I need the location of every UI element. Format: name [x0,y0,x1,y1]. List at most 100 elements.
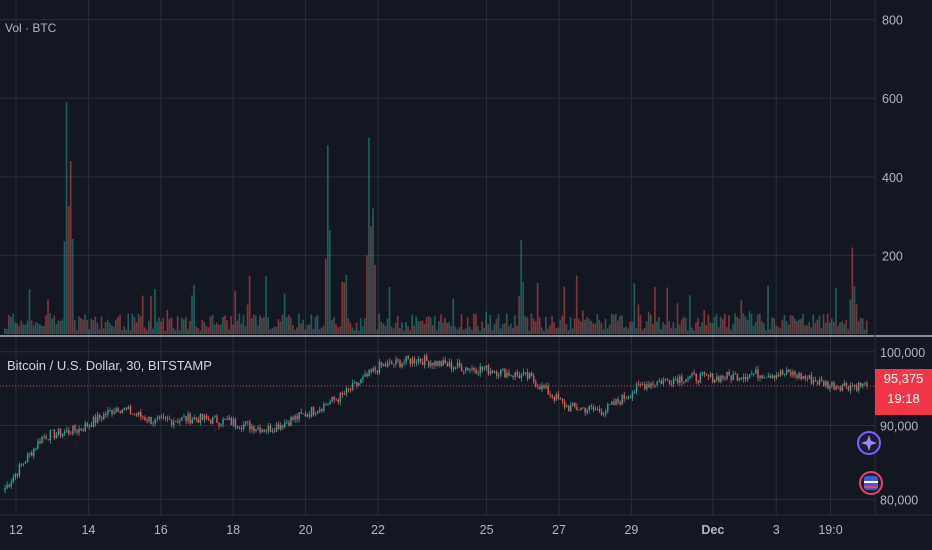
candle-body [70,433,72,435]
candle-body [374,368,377,371]
candle-body [699,374,702,383]
candle-body [683,381,685,383]
candle-body [553,397,556,401]
candle-body [820,379,823,381]
volume-bar [715,313,718,334]
volume-bar [8,314,10,334]
candle-body [584,407,586,413]
volume-bar [540,327,543,334]
volume-bar [559,319,562,334]
volume-bar [384,325,387,334]
last-price-value: 95,375 [883,371,924,386]
volume-bar [555,328,557,334]
volume-axis[interactable]: 800 600 400 200 [882,14,903,264]
candle-body [508,372,510,376]
volume-bar [744,316,747,334]
candle-body [471,368,473,370]
sparkle-icon[interactable] [857,431,881,455]
volume-bar [503,323,506,334]
candle-body [242,424,245,430]
candle-body [31,452,33,456]
volume-legend[interactable]: Vol · BTC [5,21,57,35]
time-axis-label: 20 [299,523,313,537]
volume-bar [306,325,309,334]
candle-body [333,396,335,400]
volume-bar [647,311,650,334]
volume-bar [812,314,815,334]
volume-bar [643,327,646,334]
time-axis-label: 19:0 [818,523,842,537]
candle-body [448,362,451,367]
volume-bar [446,322,448,334]
volume-bar [275,326,278,334]
volume-bar [637,304,640,334]
volume-bar [635,328,638,334]
candle-body [520,374,523,379]
volume-bar [374,264,376,334]
candle-body [43,436,45,438]
volume-bar [802,313,804,334]
volume-bar [771,317,773,334]
volume-bar [845,319,848,334]
volume-bar [117,316,119,334]
candle-body [802,375,804,380]
volume-bar [82,319,84,334]
volume-bar [152,328,154,334]
volume-bar [522,282,525,334]
candle-body [627,397,630,399]
price-axis-label: 90,000 [880,420,918,434]
volume-bar [563,286,566,334]
candle-body [551,395,553,398]
candle-body [310,407,313,417]
candle-body [862,383,864,387]
candle-body [319,409,321,412]
candle-body [652,383,654,385]
price-axis[interactable]: 100,000 90,000 80,000 [880,346,925,508]
candle-body [131,413,134,415]
volume-bar [649,314,652,334]
volume-bar [10,317,12,334]
candle-body [434,360,436,366]
volume-bar [814,323,817,334]
candle-body [127,406,130,410]
symbol-title[interactable]: Bitcoin / U.S. Dollar, 30, BITSTAMP [7,358,212,373]
candle-body [783,373,786,375]
candle-body [154,419,156,424]
candle-body [639,384,642,385]
candle-body [96,414,99,423]
candle-body [92,416,95,427]
volume-bar [106,319,109,334]
volume-bar [748,311,751,334]
volume-bar [133,316,136,334]
candle-body [827,381,829,389]
candle-body [226,419,228,421]
volume-bar [682,316,685,334]
volume-bar [656,321,658,334]
volume-bar [551,316,553,334]
candle-body [545,385,547,388]
time-axis[interactable]: 12 14 16 18 20 22 25 27 29 Dec 3 19:0 [9,523,843,537]
volume-bar [137,313,140,334]
volume-bar [520,239,522,334]
candle-body [360,379,362,383]
volume-bar [705,325,708,334]
volume-bar [409,329,411,334]
flag-icon[interactable] [859,471,883,495]
candle-body [316,411,319,414]
candle-body [187,413,189,422]
candle-body [526,372,529,379]
candle-body [399,360,401,368]
candle-body [629,397,632,398]
volume-bar [22,324,25,334]
candle-body [460,366,463,372]
volume-bar [631,321,634,334]
time-axis-label: 16 [154,523,168,537]
candle-body [736,373,739,381]
candle-body [335,399,337,401]
candle-body [395,359,397,365]
candle-body [438,360,440,366]
candle-body [475,370,477,374]
candle-body [810,375,813,384]
candle-body [483,368,486,370]
